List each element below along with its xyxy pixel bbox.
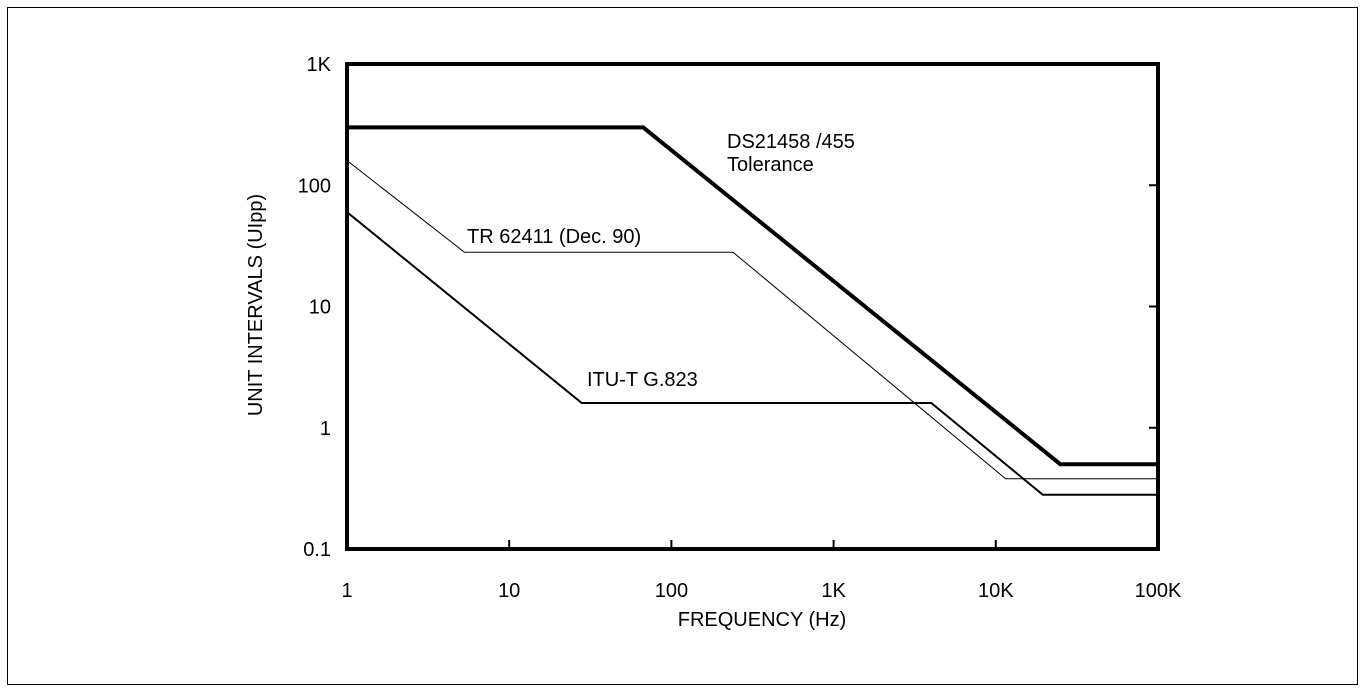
y-tick-label: 10 [309,297,331,319]
x-tick-label: 1K [821,580,846,602]
tr62411-line [346,160,1158,480]
x-tick-label: 1 [341,580,352,602]
ds21458-label-line-2: Tolerance [727,154,814,176]
itu-t-g823-label: ITU-T G.823 [587,369,698,391]
tick-layer: 1 10 100 1K 10K 100K 0.1 1 10 100 1K [298,54,1182,602]
series-layer [346,125,1158,496]
y-tick-label: 1 [320,418,331,440]
x-tick-label: 10 [498,580,520,602]
y-tick-label: 100 [298,175,331,197]
tr62411-label: TR 62411 (Dec. 90) [467,226,641,248]
y-axis-title: UNIT INTERVALS (UIpp) [245,194,267,416]
ds21458-tolerance-line [347,125,1158,467]
x-tick-label: 100 [655,580,688,602]
y-tick-label: 0.1 [303,539,331,561]
ds21458-label-line-1: DS21458 /455 [727,131,855,153]
x-tick-label: 10K [978,580,1014,602]
y-tick-label: 1K [307,54,332,76]
itu-t-g823-line [346,211,1158,496]
x-tick-label: 100K [1135,580,1182,602]
x-axis-title: FREQUENCY (Hz) [678,609,847,631]
figure-frame [7,7,1358,685]
